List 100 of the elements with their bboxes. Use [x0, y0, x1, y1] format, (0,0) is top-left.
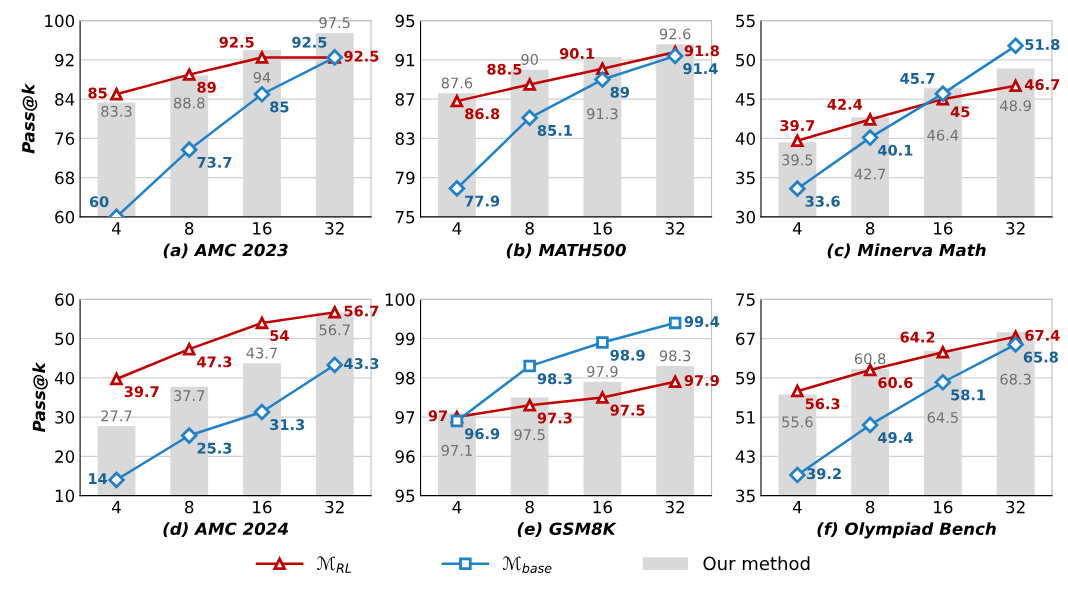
data-label: 97.5 [610, 404, 645, 416]
y-tick-label: 96 [395, 450, 415, 463]
data-label: 42.7 [854, 168, 886, 180]
y-tick-label: 59 [736, 371, 755, 385]
data-label: 85 [88, 87, 107, 99]
x-tick-label: 16 [934, 222, 953, 235]
x-tick-label: 16 [253, 500, 272, 514]
data-label: 48.9 [1000, 100, 1031, 112]
x-tick-label: 32 [325, 222, 344, 235]
y-axis-title: Pass@k [32, 361, 48, 433]
data-label: 97 [428, 410, 448, 422]
data-label: 98.9 [610, 349, 645, 361]
data-label: 90 [521, 53, 538, 65]
y-tick-label: 97 [395, 411, 415, 424]
y-tick-label: 67 [736, 332, 755, 346]
x-tick-label: 8 [865, 500, 875, 514]
data-label: 42.4 [827, 98, 863, 110]
data-label: 98.3 [537, 373, 572, 385]
data-label: 68.3 [1000, 373, 1031, 385]
x-axis-title: (a) AMC 2023 [163, 243, 288, 259]
data-label: 46.7 [1024, 79, 1060, 91]
y-tick-label: 60 [55, 210, 75, 224]
data-label: 98.3 [659, 350, 691, 362]
y-tick-label: 50 [55, 332, 75, 346]
y-tick-label: 68 [55, 171, 75, 185]
x-tick-label: 4 [792, 500, 802, 514]
data-label: 92.6 [659, 28, 691, 40]
x-tick-label: 4 [111, 222, 121, 235]
data-label: 40.1 [878, 144, 913, 156]
y-tick-label: 51 [736, 411, 755, 424]
data-label: 99.4 [684, 316, 720, 328]
x-tick-label: 8 [525, 222, 534, 235]
y-tick-label: 100 [385, 293, 415, 306]
data-label: 92.5 [219, 36, 254, 48]
data-label: 97.9 [684, 374, 719, 386]
data-label: 85.1 [537, 124, 572, 136]
data-label: 91.8 [684, 45, 719, 57]
y-tick-label: 43 [735, 450, 755, 463]
data-label: 83.3 [101, 105, 132, 117]
legend-label: ℳ$_{base}$ [502, 556, 552, 573]
x-tick-label: 4 [792, 222, 802, 235]
y-tick-label: 30 [55, 411, 75, 424]
data-label: 64.5 [927, 411, 958, 423]
x-axis-title: (f) Olympiad Bench [817, 522, 996, 539]
y-tick-label: 35 [736, 171, 755, 185]
y-tick-label: 92 [55, 53, 74, 67]
data-label: 60 [89, 196, 109, 208]
data-label: 88.8 [173, 97, 205, 109]
x-tick-label: 32 [665, 500, 685, 514]
data-label: 55.6 [782, 416, 813, 428]
data-label: 31.3 [270, 419, 305, 431]
data-label: 56.7 [319, 324, 350, 336]
y-tick-label: 83 [395, 132, 415, 145]
data-label: 87.6 [441, 77, 473, 89]
data-label: 39.2 [807, 468, 841, 480]
legend-label: Our method [703, 556, 810, 571]
data-label: 97.1 [441, 444, 472, 456]
x-tick-label: 16 [593, 500, 612, 514]
y-axis-title: Pass@k [21, 82, 38, 154]
data-label: 46.4 [927, 129, 959, 141]
data-label: 97.3 [537, 412, 572, 424]
x-tick-label: 32 [1006, 222, 1025, 235]
y-tick-label: 98 [395, 371, 415, 385]
y-tick-label: 95 [395, 14, 415, 28]
y-tick-label: 10 [55, 489, 75, 503]
data-label: 91.3 [587, 108, 618, 120]
data-label: 43.7 [246, 347, 277, 359]
x-axis-title: (c) Minerva Math [827, 243, 986, 259]
data-label: 54 [270, 330, 289, 342]
y-tick-label: 87 [395, 93, 415, 106]
data-label: 47.3 [197, 356, 232, 368]
data-label: 85 [270, 101, 289, 113]
y-tick-label: 91 [395, 53, 415, 67]
data-label: 64.2 [900, 331, 935, 343]
data-label: 39.7 [780, 120, 815, 132]
data-label: 33.6 [805, 195, 840, 207]
x-tick-label: 32 [1006, 500, 1025, 514]
data-label: 43.3 [344, 358, 379, 370]
data-label: 91.4 [683, 63, 718, 75]
x-tick-label: 8 [525, 500, 534, 514]
x-tick-label: 8 [185, 500, 194, 514]
data-label: 97.5 [319, 17, 350, 29]
data-label: 89 [610, 86, 630, 98]
data-label: 37.7 [174, 390, 205, 402]
data-label: 92.5 [344, 50, 379, 62]
data-label: 77.9 [465, 195, 500, 207]
y-tick-label: 75 [395, 211, 415, 224]
x-axis-title: (b) MATH500 [506, 243, 626, 259]
y-tick-label: 95 [395, 489, 415, 503]
data-label: 58.1 [951, 389, 986, 401]
data-label: 49.4 [878, 432, 913, 444]
data-label: 90.1 [559, 48, 595, 60]
x-tick-label: 8 [185, 222, 194, 235]
x-tick-label: 16 [934, 500, 953, 514]
y-tick-label: 20 [55, 450, 75, 463]
data-label: 89 [197, 81, 216, 93]
x-tick-label: 4 [111, 500, 121, 514]
y-tick-label: 75 [736, 293, 755, 306]
data-label: 56.3 [805, 398, 840, 410]
data-label: 25.3 [197, 442, 232, 454]
